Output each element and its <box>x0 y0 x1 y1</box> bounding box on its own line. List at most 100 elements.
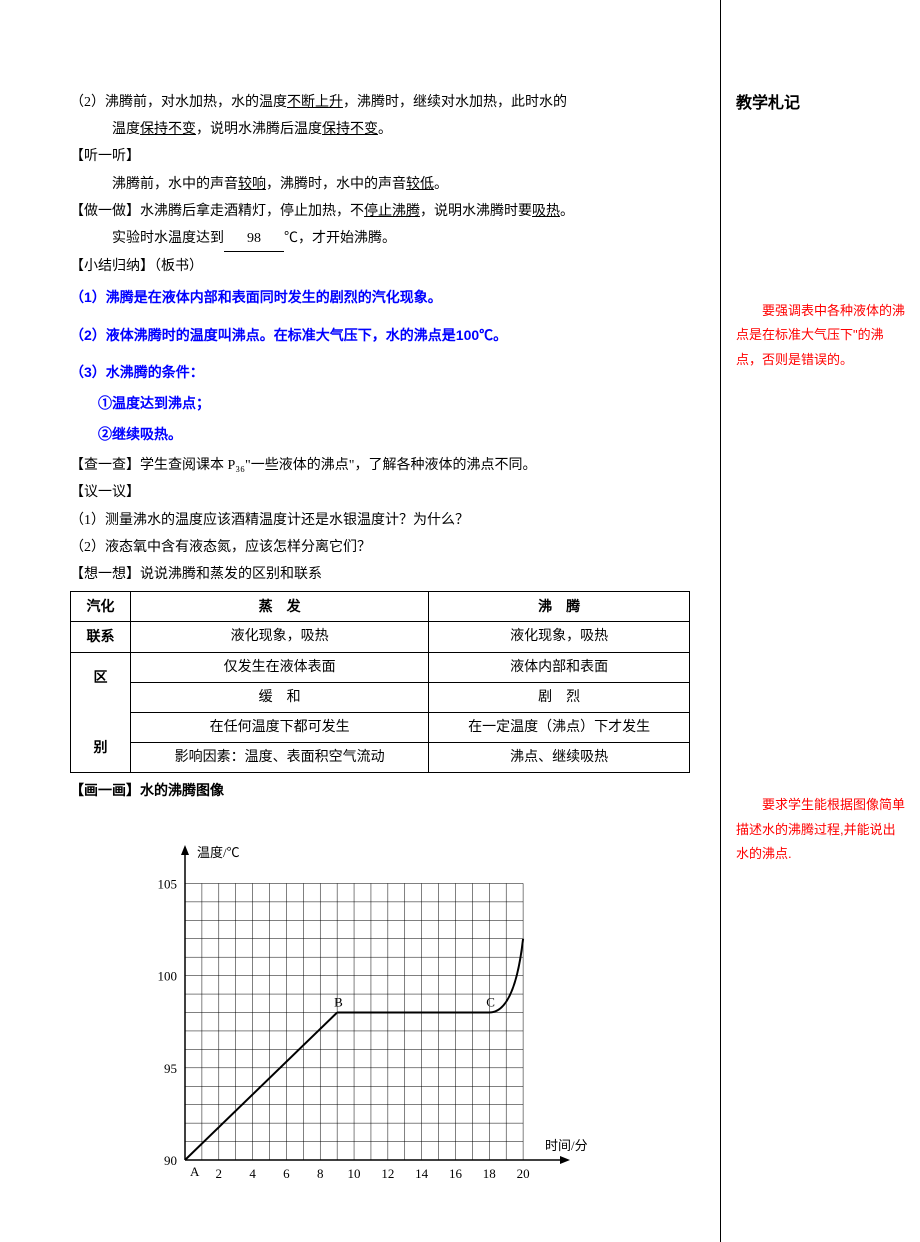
text: 。 <box>434 177 448 192</box>
text: ，说明水沸腾时要 <box>420 204 532 219</box>
table-header: 沸 腾 <box>429 592 690 622</box>
svg-text:105: 105 <box>158 876 178 891</box>
underline-text: 保持不变 <box>140 122 196 137</box>
do-section: 【做一做】水沸腾后拿走酒精灯，停止加热，不停止沸腾，说明水沸腾时要吸热。 <box>70 199 710 224</box>
svg-text:4: 4 <box>249 1166 256 1181</box>
text: ℃，才开始沸腾。 <box>284 231 396 246</box>
table-cell: 联系 <box>71 622 131 652</box>
check-section: 【查一查】学生查阅课本 P₃₆"一些液体的沸点"，了解各种液体的沸点不同。 <box>70 453 710 478</box>
svg-text:B: B <box>334 994 343 1009</box>
section-label: 【查一查】 <box>70 458 140 473</box>
text: ，沸腾时，水中的声音 <box>266 177 406 192</box>
svg-text:90: 90 <box>164 1153 177 1168</box>
discuss-1: （1）测量沸水的温度应该酒精温度计还是水银温度计？为什么？ <box>70 508 710 533</box>
svg-text:18: 18 <box>483 1166 496 1181</box>
table-cell: 在任何温度下都可发生 <box>131 712 429 742</box>
side-note-1: 要强调表中各种液体的沸点是在标准大气压下"的沸点，否则是错误的。 <box>736 299 905 373</box>
underline-text: 较低 <box>406 177 434 192</box>
fill-blank: 98 <box>224 226 284 252</box>
section-label: 【小结归纳】 <box>70 259 154 274</box>
table-cell: 液化现象，吸热 <box>429 622 690 652</box>
text: 实验时水温度达到 <box>112 231 224 246</box>
text: （2）沸腾前，对水加热，水的温度 <box>70 95 287 110</box>
svg-text:20: 20 <box>517 1166 530 1181</box>
underline-text: 不断上升 <box>287 95 343 110</box>
svg-text:8: 8 <box>317 1166 324 1181</box>
svg-text:2: 2 <box>216 1166 223 1181</box>
text: 学生查阅课本 P₃₆"一些液体的沸点"，了解各种液体的沸点不同。 <box>140 458 536 473</box>
section-label: 【做一做】 <box>70 204 140 219</box>
svg-text:温度/℃: 温度/℃ <box>197 845 240 860</box>
table-cell: 剧 烈 <box>429 682 690 712</box>
think-section: 【想一想】说说沸腾和蒸发的区别和联系 <box>70 562 710 587</box>
table-cell: 区别 <box>71 652 131 773</box>
side-title: 教学札记 <box>736 90 905 119</box>
section-label: 【议一议】 <box>70 485 140 500</box>
underline-text: 吸热 <box>532 204 560 219</box>
table-row: 汽化 蒸 发 沸 腾 <box>71 592 690 622</box>
underline-text: 停止沸腾 <box>364 204 420 219</box>
table-header: 汽化 <box>71 592 131 622</box>
svg-text:100: 100 <box>158 968 178 983</box>
table-cell: 液化现象，吸热 <box>131 622 429 652</box>
underline-text: 保持不变 <box>322 122 378 137</box>
boiling-chart: 90 95 100 105 2 4 6 8 10 12 14 16 18 20 温度/℃ 时间/分 A B C <box>130 835 710 1195</box>
main-column: （2）沸腾前，对水加热，水的温度不断上升，沸腾时，继续对水加热，此时水的 温度保… <box>0 0 720 1242</box>
table-cell: 在一定温度（沸点）下才发生 <box>429 712 690 742</box>
chart-svg: 90 95 100 105 2 4 6 8 10 12 14 16 18 20 温度/℃ 时间/分 A B C <box>130 835 610 1195</box>
table-header: 蒸 发 <box>131 592 429 622</box>
listen-body: 沸腾前，水中的声音较响，沸腾时，水中的声音较低。 <box>70 172 710 197</box>
svg-text:10: 10 <box>348 1166 361 1181</box>
text: 要求学生能根据图像简单描述水的沸腾过程,并能说出水的沸点. <box>736 797 905 861</box>
text: 说说沸腾和蒸发的区别和联系 <box>140 567 322 582</box>
blue-point-3a: ①温度达到沸点； <box>98 391 710 416</box>
svg-text:时间/分: 时间/分 <box>545 1138 588 1153</box>
svg-text:16: 16 <box>449 1166 463 1181</box>
text: 水沸腾后拿走酒精灯，停止加热，不 <box>140 204 364 219</box>
section-label: 【听一听】 <box>70 149 140 164</box>
table-cell: 影响因素：温度、表面积空气流动 <box>131 743 429 773</box>
do-line2: 实验时水温度达到98℃，才开始沸腾。 <box>70 226 710 252</box>
section-label: 【画一画】 <box>70 784 140 799</box>
underline-text: 较响 <box>238 177 266 192</box>
table-cell: 仅发生在液体表面 <box>131 652 429 682</box>
svg-text:14: 14 <box>415 1166 429 1181</box>
svg-text:A: A <box>190 1164 200 1179</box>
text: （板书） <box>154 259 203 274</box>
text: 要强调表中各种液体的沸点是在标准大气压下"的沸点，否则是错误的。 <box>736 303 905 367</box>
svg-text:95: 95 <box>164 1060 177 1075</box>
svg-text:C: C <box>486 994 495 1009</box>
table-row: 联系 液化现象，吸热 液化现象，吸热 <box>71 622 690 652</box>
text: 。 <box>378 122 392 137</box>
table-cell: 沸点、继续吸热 <box>429 743 690 773</box>
svg-text:6: 6 <box>283 1166 290 1181</box>
text: 。 <box>560 204 574 219</box>
discuss-section: 【议一议】 <box>70 480 710 505</box>
text: 沸腾前，水中的声音 <box>112 177 238 192</box>
blue-point-3b: ②继续吸热。 <box>98 422 710 447</box>
paragraph-2-line1: （2）沸腾前，对水加热，水的温度不断上升，沸腾时，继续对水加热，此时水的 <box>70 90 710 115</box>
blue-point-2: （2）液体沸腾时的温度叫沸点。在标准大气压下，水的沸点是100℃。 <box>70 323 710 348</box>
text: ，沸腾时，继续对水加热，此时水的 <box>343 95 567 110</box>
table-row: 影响因素：温度、表面积空气流动 沸点、继续吸热 <box>71 743 690 773</box>
blue-point-3: （3）水沸腾的条件： <box>70 360 710 385</box>
summary-section: 【小结归纳】（板书） <box>70 254 710 279</box>
draw-section: 【画一画】水的沸腾图像 <box>70 779 710 804</box>
text: ，说明水沸腾后温度 <box>196 122 322 137</box>
side-note-2: 要求学生能根据图像简单描述水的沸腾过程,并能说出水的沸点. <box>736 793 905 867</box>
table-cell: 液体内部和表面 <box>429 652 690 682</box>
paragraph-2-line2: 温度保持不变，说明水沸腾后温度保持不变。 <box>70 117 710 142</box>
text: 水的沸腾图像 <box>140 784 224 799</box>
text: 温度 <box>112 122 140 137</box>
table-row: 区别 仅发生在液体表面 液体内部和表面 <box>71 652 690 682</box>
svg-text:12: 12 <box>381 1166 394 1181</box>
listen-section: 【听一听】 <box>70 144 710 169</box>
discuss-2: （2）液态氧中含有液态氮，应该怎样分离它们？ <box>70 535 710 560</box>
table-row: 缓 和 剧 烈 <box>71 682 690 712</box>
section-label: 【想一想】 <box>70 567 140 582</box>
table-cell: 缓 和 <box>131 682 429 712</box>
comparison-table: 汽化 蒸 发 沸 腾 联系 液化现象，吸热 液化现象，吸热 区别 仅发生在液体表… <box>70 591 690 773</box>
table-row: 在任何温度下都可发生 在一定温度（沸点）下才发生 <box>71 712 690 742</box>
side-column: 教学札记 要强调表中各种液体的沸点是在标准大气压下"的沸点，否则是错误的。 要求… <box>720 0 920 1242</box>
page: （2）沸腾前，对水加热，水的温度不断上升，沸腾时，继续对水加热，此时水的 温度保… <box>0 0 920 1242</box>
